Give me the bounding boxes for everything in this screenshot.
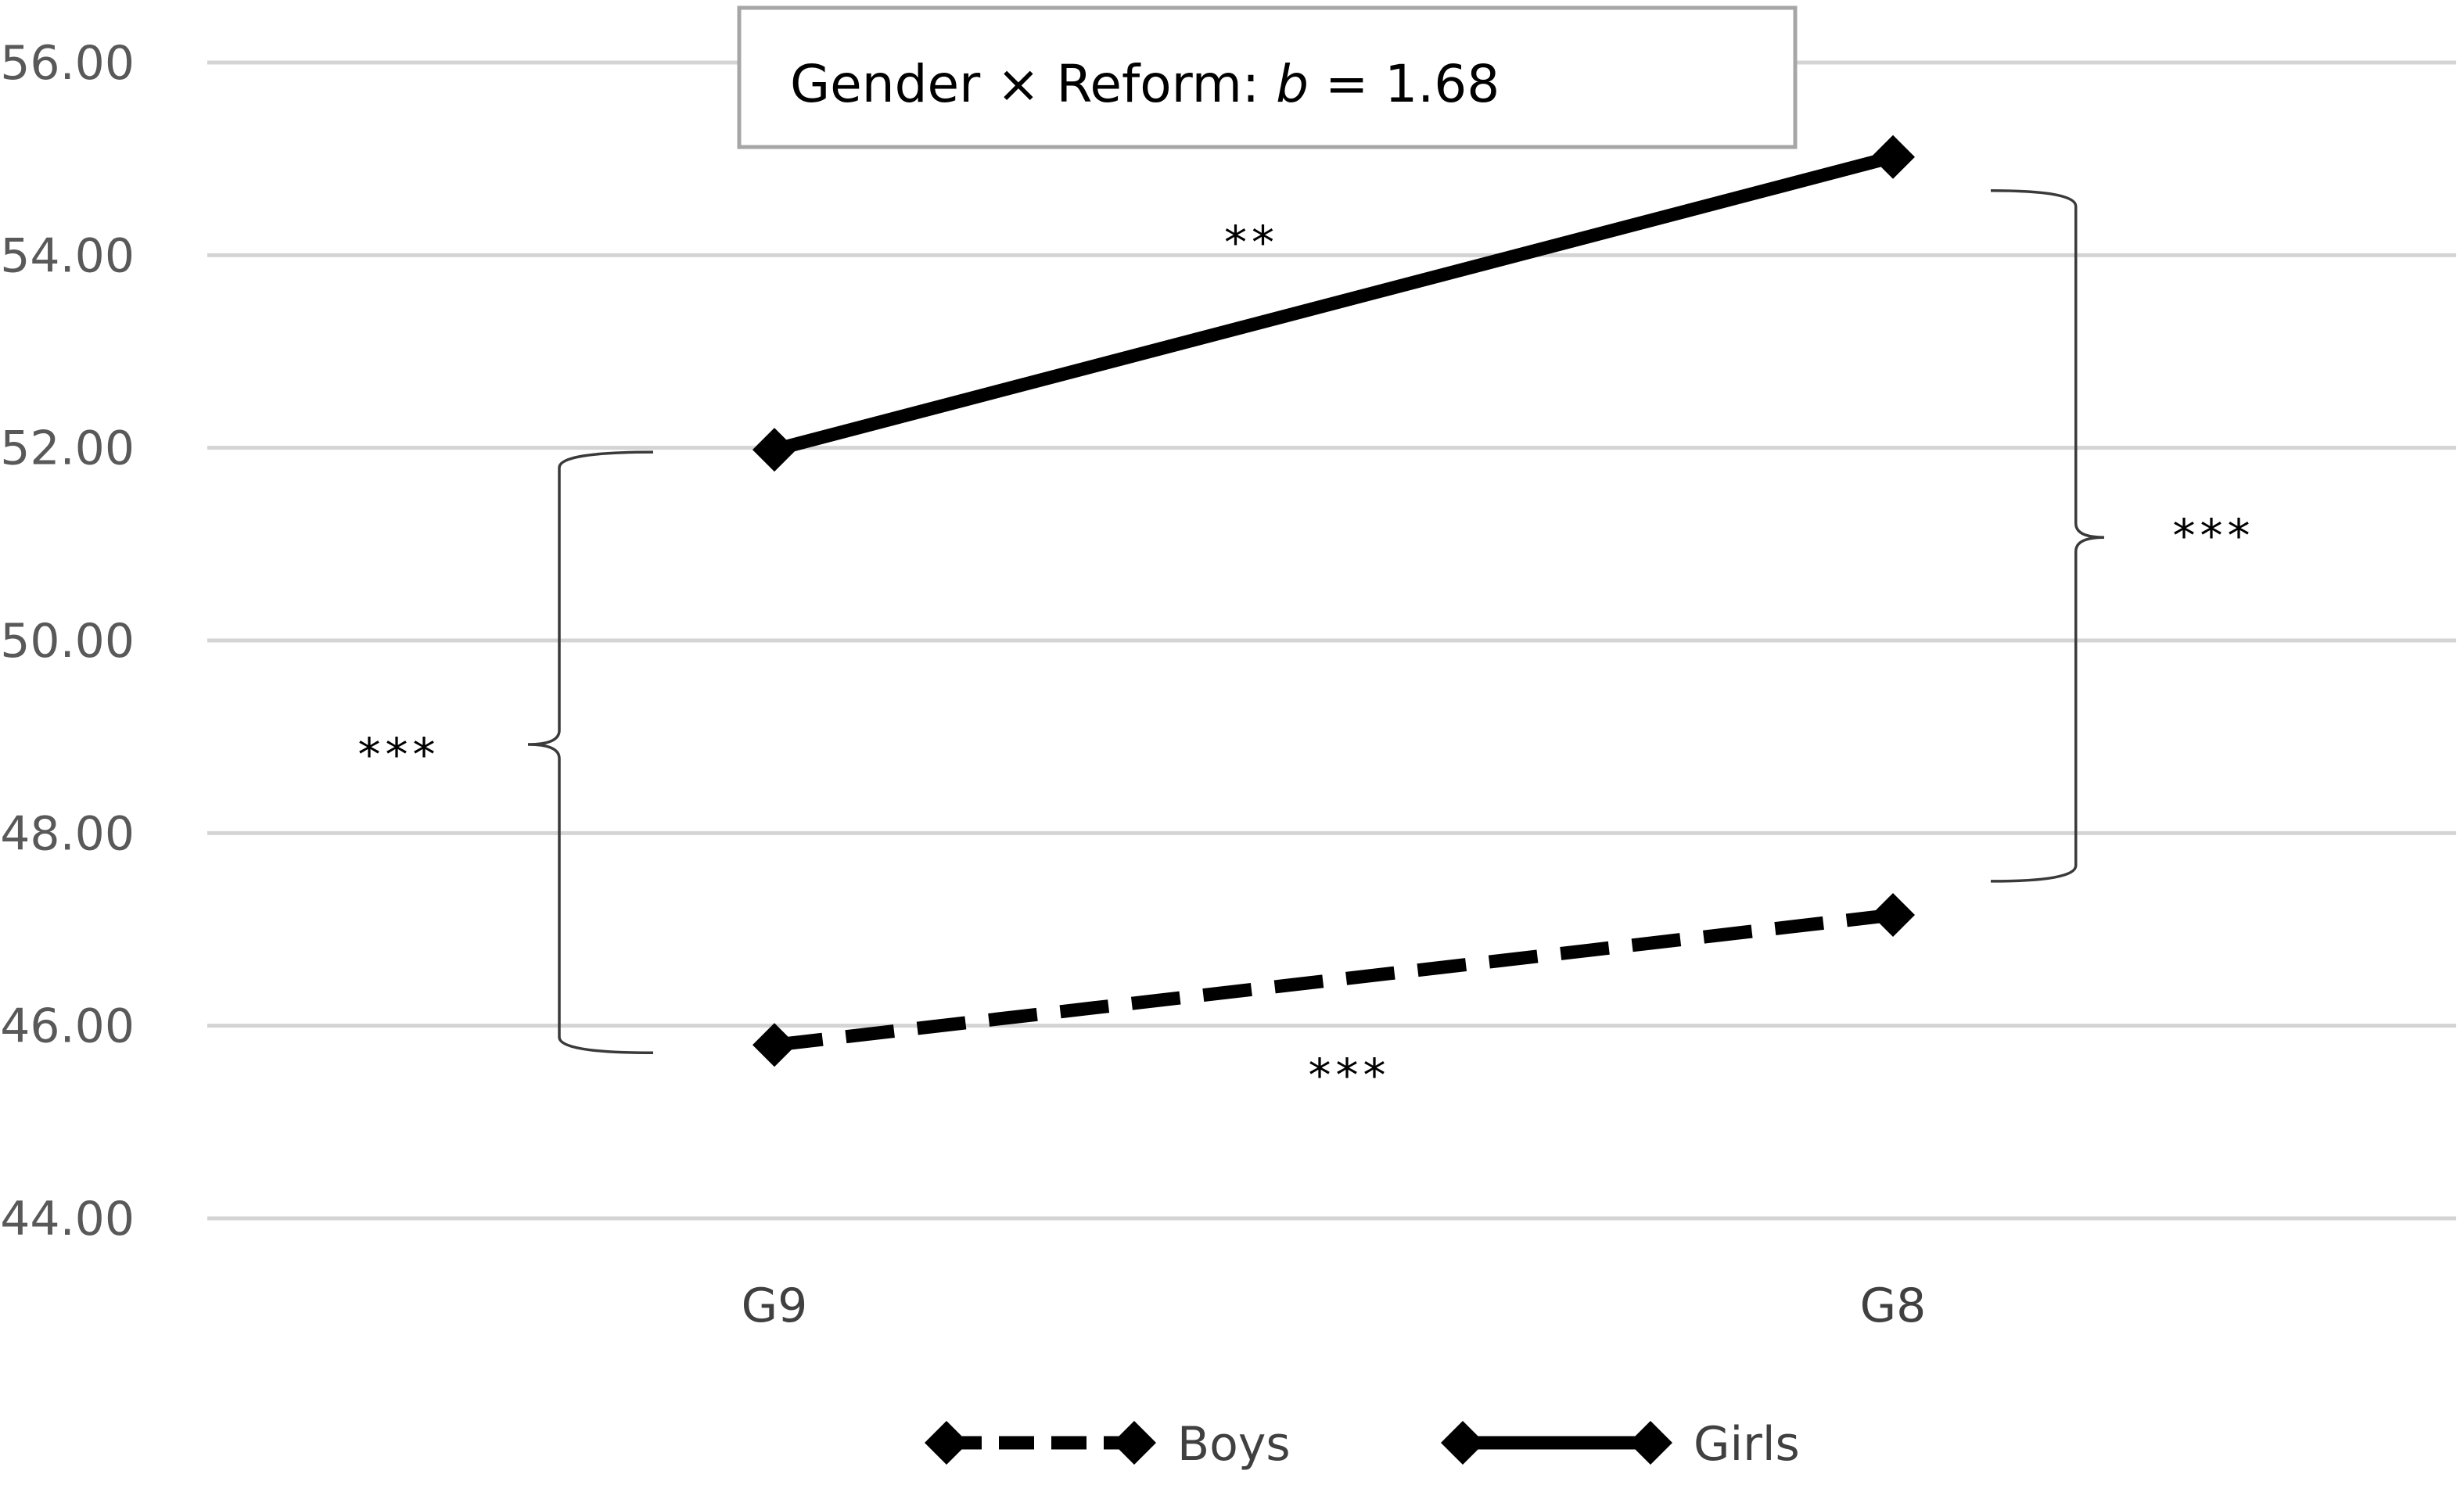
- y-tick-label-5: 54.00: [0, 228, 135, 283]
- y-tick-label-6: 56.00: [0, 36, 135, 91]
- annotation-box-frame: [737, 5, 1798, 149]
- x-axis-category-labels: G9 G8: [742, 1279, 1927, 1333]
- y-tick-label-4: 52.00: [0, 421, 135, 476]
- marker-girls-g9: [752, 428, 796, 472]
- annotation-coef-symbol: b: [1276, 54, 1309, 114]
- legend-swatch-marker-end-girls: [1629, 1421, 1672, 1465]
- boys-change-significance: ***: [1309, 1049, 1391, 1102]
- series-girls: [752, 135, 1915, 472]
- legend: Boys Girls: [925, 1417, 1800, 1472]
- x-category-label-g8: G8: [1860, 1279, 1927, 1333]
- gridlines: [207, 60, 2456, 1221]
- marker-boys-g9: [752, 1023, 796, 1067]
- marker-girls-g8: [1871, 135, 1915, 179]
- series-lines: [752, 135, 1915, 1067]
- legend-item-girls: Girls: [1441, 1417, 1800, 1472]
- g8-gender-gap-significance: ***: [2173, 509, 2255, 562]
- g9-gap-bracket: [527, 450, 654, 1055]
- g9-gender-gap-significance: ***: [358, 728, 440, 781]
- legend-label-girls: Girls: [1694, 1417, 1800, 1472]
- annotation-prefix: Gender × Reform:: [790, 54, 1276, 114]
- legend-swatch-marker-end-boys: [1112, 1421, 1156, 1465]
- legend-swatch-marker-start-boys: [925, 1421, 968, 1465]
- y-axis-tick-labels: 44.00 46.00 48.00 50.00 52.00 54.00 56.00: [0, 36, 135, 1246]
- legend-swatch-marker-start-girls: [1441, 1421, 1485, 1465]
- annotation-text: Gender × Reform: b = 1.68: [790, 54, 1500, 114]
- y-tick-label-1: 46.00: [0, 999, 135, 1054]
- series-line-girls: [772, 150, 1895, 457]
- y-tick-label-0: 44.00: [0, 1192, 135, 1246]
- legend-label-boys: Boys: [1177, 1417, 1291, 1472]
- girls-change-significance: **: [1224, 216, 1279, 269]
- y-tick-label-2: 48.00: [0, 806, 135, 861]
- annotation-suffix: = 1.68: [1309, 54, 1500, 114]
- g8-gap-bracket: [1990, 189, 2105, 883]
- y-tick-label-3: 50.00: [0, 614, 135, 669]
- series-boys: [752, 893, 1915, 1067]
- x-category-label-g9: G9: [742, 1279, 808, 1333]
- marker-boys-g8: [1871, 893, 1915, 938]
- series-line-boys: [774, 908, 1894, 1052]
- legend-item-boys: Boys: [925, 1417, 1291, 1472]
- significance-brackets: [527, 189, 2105, 1055]
- annotation-box: Gender × Reform: b = 1.68: [737, 5, 1798, 149]
